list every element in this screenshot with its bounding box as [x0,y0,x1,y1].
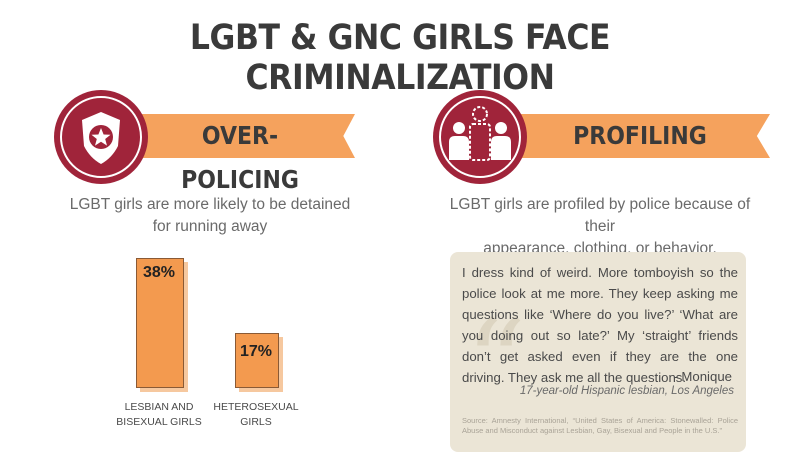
quote-box [450,252,746,452]
police-badge-icon [60,96,142,178]
bar-lesbian-bisexual-label-line2: BISEXUAL GIRLS [116,416,202,428]
quote-text: I dress kind of weird. More tomboyish so… [462,265,738,385]
page-title: LGBT & GNC GIRLS FACE CRIMINALIZATION [189,18,611,98]
over-policing-badge [54,90,148,184]
profiling-heading: PROFILING [573,121,707,150]
over-policing-caption: LGBT girls are more likely to be detaine… [60,194,360,238]
over-policing-caption-line2: for running away [152,218,268,235]
profiling-badge [433,90,527,184]
profiling-caption-line1: LGBT girls are profiled by police becaus… [449,196,751,235]
quote-author: - Monique [673,369,732,384]
quote-source: Source: Amnesty International, “United S… [462,416,738,435]
bar-heterosexual-label: HETEROSEXUAL GIRLS [201,400,311,430]
bar-heterosexual [235,333,279,388]
bar-heterosexual-value: 17% [239,343,273,360]
quote-mark-icon: “ [465,295,527,434]
bar-lesbian-bisexual-label: LESBIAN AND BISEXUAL GIRLS [104,400,214,430]
quote-author-description: 17-year-old Hispanic lesbian, Los Angele… [519,385,734,397]
bar-lesbian-bisexual-label-line1: LESBIAN AND [124,401,194,413]
bar-heterosexual-label-line2: GIRLS [240,416,272,428]
profiled-person-icon [439,96,521,178]
over-policing-heading: OVER-POLICING [181,121,299,194]
over-policing-caption-line1: LGBT girls are more likely to be detaine… [69,196,351,213]
bar-heterosexual-label-line1: HETEROSEXUAL [213,401,299,413]
profiling-caption: LGBT girls are profiled by police becaus… [440,194,760,260]
bar-lesbian-bisexual-value: 38% [142,264,176,281]
bar-lesbian-bisexual [136,258,184,388]
